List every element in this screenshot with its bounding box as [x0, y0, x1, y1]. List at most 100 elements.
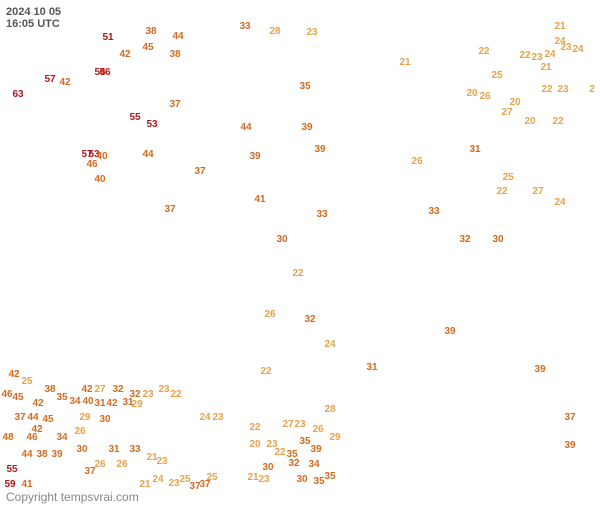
- data-point: 21: [139, 480, 150, 490]
- data-point: 29: [131, 400, 142, 410]
- data-point: 46: [86, 160, 97, 170]
- data-point: 33: [428, 207, 439, 217]
- data-point: 42: [59, 78, 70, 88]
- data-point: 23: [158, 385, 169, 395]
- data-point: 33: [316, 210, 327, 220]
- data-point: 24: [152, 475, 163, 485]
- data-point: 30: [262, 463, 273, 473]
- data-point: 24: [544, 50, 555, 60]
- data-point: 40: [96, 152, 107, 162]
- data-point: 44: [240, 123, 251, 133]
- data-point: 29: [329, 433, 340, 443]
- data-point: 27: [94, 385, 105, 395]
- data-point: 42: [119, 50, 130, 60]
- data-point: 27: [501, 108, 512, 118]
- data-point: 30: [296, 475, 307, 485]
- data-point: 41: [21, 480, 32, 490]
- data-point: 37: [194, 167, 205, 177]
- data-point: 33: [239, 22, 250, 32]
- data-point: 44: [142, 150, 153, 160]
- data-point: 31: [94, 399, 105, 409]
- data-point: 45: [12, 393, 23, 403]
- data-point: 39: [51, 450, 62, 460]
- data-point: 24: [199, 413, 210, 423]
- data-point: 23: [294, 420, 305, 430]
- data-point: 23: [156, 457, 167, 467]
- data-point: 28: [324, 405, 335, 415]
- data-point: 42: [81, 385, 92, 395]
- data-point: 32: [288, 459, 299, 469]
- data-point: 35: [313, 477, 324, 487]
- data-point: 39: [564, 441, 575, 451]
- data-point: 24: [554, 198, 565, 208]
- data-point: 31: [469, 145, 480, 155]
- data-point: 42: [32, 399, 43, 409]
- data-point: 27: [282, 420, 293, 430]
- data-point: 57: [44, 75, 55, 85]
- data-point: 48: [2, 433, 13, 443]
- data-point: 28: [269, 27, 280, 37]
- data-point: 22: [552, 117, 563, 127]
- data-point: 20: [466, 89, 477, 99]
- data-point: 30: [492, 235, 503, 245]
- data-point: 39: [444, 327, 455, 337]
- data-point: 39: [301, 123, 312, 133]
- data-point: 24: [324, 340, 335, 350]
- data-point: 32: [304, 315, 315, 325]
- data-point: 22: [478, 47, 489, 57]
- data-point: 35: [324, 472, 335, 482]
- data-point: 23: [258, 475, 269, 485]
- data-point: 39: [534, 365, 545, 375]
- data-point: 30: [99, 415, 110, 425]
- data-point: 46: [1, 390, 12, 400]
- data-point: 21: [540, 63, 551, 73]
- data-point: 45: [142, 43, 153, 53]
- data-point: 34: [308, 460, 319, 470]
- data-point: 37: [164, 205, 175, 215]
- data-point: 40: [82, 397, 93, 407]
- data-point: 42: [8, 370, 19, 380]
- data-point: 32: [112, 385, 123, 395]
- data-point: 37: [564, 413, 575, 423]
- time-label: 16:05 UTC: [6, 18, 60, 30]
- data-point: 22: [170, 390, 181, 400]
- data-point: 38: [145, 27, 156, 37]
- data-point: 44: [172, 32, 183, 42]
- data-point: 23: [212, 413, 223, 423]
- data-point: 27: [532, 187, 543, 197]
- data-point: 31: [108, 445, 119, 455]
- data-point: 59: [4, 480, 15, 490]
- data-point: 26: [312, 425, 323, 435]
- date-label: 2024 10 05: [6, 6, 61, 18]
- data-point: 20: [524, 117, 535, 127]
- data-point: 38: [36, 450, 47, 460]
- data-point: 34: [69, 397, 80, 407]
- data-point: 55: [6, 465, 17, 475]
- data-point: 33: [129, 445, 140, 455]
- data-point: 26: [264, 310, 275, 320]
- data-point: 37: [14, 413, 25, 423]
- data-point: 26: [116, 460, 127, 470]
- data-point: 46: [26, 433, 37, 443]
- data-point: 23: [560, 43, 571, 53]
- data-point: 22: [249, 423, 260, 433]
- data-point: 25: [491, 71, 502, 81]
- data-point: 30: [276, 235, 287, 245]
- data-point: 26: [479, 92, 490, 102]
- data-point: 32: [459, 235, 470, 245]
- data-point: 38: [44, 385, 55, 395]
- data-point: 35: [56, 393, 67, 403]
- data-point: 55: [129, 113, 140, 123]
- data-point: 22: [519, 51, 530, 61]
- data-point: 40: [94, 175, 105, 185]
- data-point: 2: [589, 85, 595, 95]
- data-point: 44: [21, 450, 32, 460]
- copyright-label: Copyright tempsvrai.com: [6, 490, 139, 504]
- data-point: 24: [572, 45, 583, 55]
- data-point: 39: [310, 445, 321, 455]
- data-point: 37: [169, 100, 180, 110]
- data-point: 22: [274, 448, 285, 458]
- data-point: 23: [306, 28, 317, 38]
- data-point: 25: [502, 173, 513, 183]
- map-canvas: 2024 10 05 16:05 UTC 5138443328232124424…: [0, 0, 600, 507]
